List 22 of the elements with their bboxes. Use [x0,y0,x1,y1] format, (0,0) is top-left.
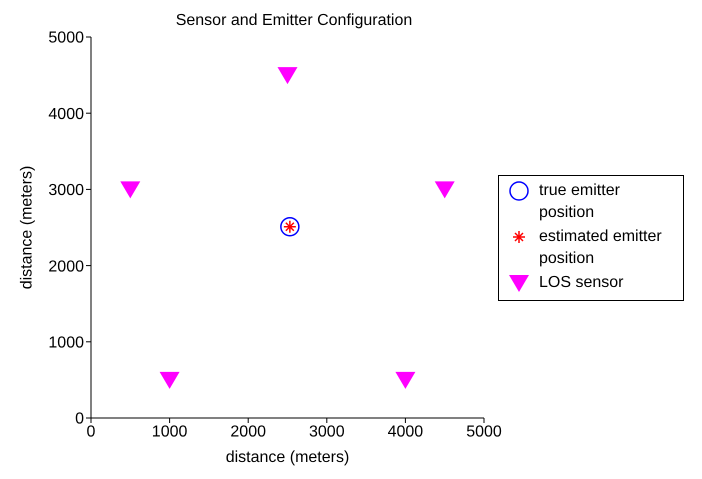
x-tick-label: 1000 [152,423,188,440]
point [278,67,298,84]
x-tick-label: 5000 [466,423,502,440]
x-tick-label: 0 [86,423,96,440]
legend-label: LOS sensor [539,273,624,293]
y-tick-label: 2000 [48,258,84,276]
y-tick-label: 5000 [48,30,84,47]
chart-title: Sensor and Emitter Configuration [174,12,414,30]
point [160,372,180,389]
legend-label: estimated emitter position [539,227,663,269]
point [120,181,140,198]
y-axis-title: distance (meters) [18,166,36,290]
point [434,181,455,198]
y-tick-label: 3000 [48,182,84,200]
x-tick-label: 2000 [230,423,266,440]
y-tick-label: 0 [75,410,84,428]
x-tick-label: 3000 [309,423,345,440]
x-axis-title: distance (meters) [226,449,350,466]
x-tick-label: 4000 [388,423,424,440]
point [395,372,416,389]
y-tick-label: 1000 [48,334,84,352]
y-tick-label: 4000 [48,106,84,123]
